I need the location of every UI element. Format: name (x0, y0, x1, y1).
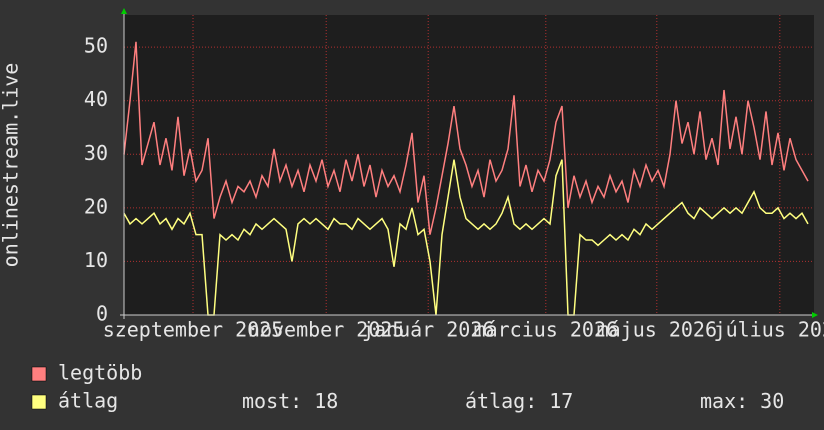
grid (124, 15, 814, 316)
x-tick-label: július 2026 (714, 318, 824, 342)
stat: max: 30 (700, 389, 784, 413)
legend-label: átlag (58, 389, 118, 413)
stat-label: max: (700, 389, 748, 413)
plot-area (124, 15, 814, 315)
y-tick-label: 50 (84, 34, 108, 58)
series-line (123, 41, 809, 235)
stat-label: átlag: (465, 389, 537, 413)
y-tick-label: 30 (84, 141, 108, 165)
stat-value: 30 (760, 389, 784, 413)
y-tick-label: 40 (84, 87, 108, 111)
stat: átlag: 17 (465, 389, 573, 413)
x-tick-label: november 2025 (248, 318, 405, 342)
x-axis-arrow (812, 312, 818, 318)
legend: legtöbb átlag most: 18 átlag: 17 max: 30 (31, 361, 784, 413)
stat-value: 17 (549, 389, 573, 413)
stat: most: 18 (242, 389, 338, 413)
stat-value: 18 (314, 389, 338, 413)
y-axis-label: onlinestream.live (0, 63, 23, 268)
legend-label: legtöbb (58, 361, 142, 385)
x-tick-label: január 2026 (362, 318, 494, 342)
y-tick-label: 20 (84, 194, 108, 218)
legend-swatch (31, 366, 47, 382)
y-tick-label: 0 (96, 302, 108, 326)
x-tick-label: május 2026 (597, 318, 717, 342)
y-tick-label: 10 (84, 248, 108, 272)
series-line (123, 159, 809, 316)
x-tick-label: március 2026 (474, 318, 619, 342)
stat-label: most: (242, 389, 302, 413)
x-tick-label: szeptember 2025 (103, 318, 284, 342)
legend-swatch (31, 394, 47, 410)
lines (123, 41, 809, 316)
y-axis-arrow (121, 8, 127, 14)
